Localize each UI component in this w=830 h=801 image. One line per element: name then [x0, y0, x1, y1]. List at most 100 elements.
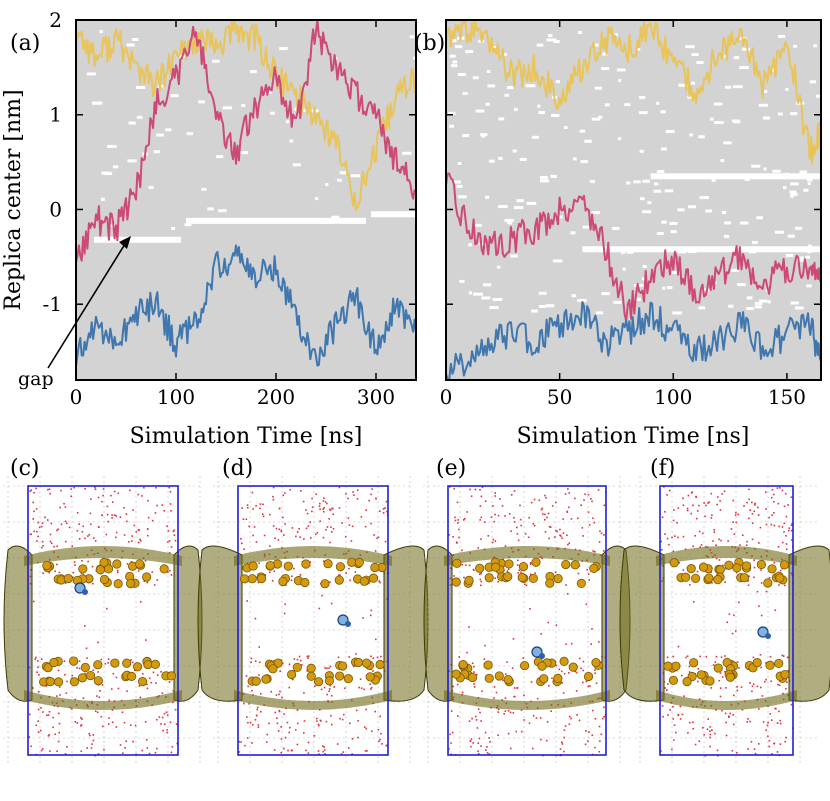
- water-dot: [94, 488, 97, 491]
- gap-dash: [754, 301, 763, 305]
- water-dot: [101, 514, 103, 517]
- water-dot: [257, 726, 260, 729]
- phosphate-bead: [483, 660, 493, 670]
- water-dot: [124, 746, 126, 749]
- gap-dash: [815, 94, 821, 98]
- gap-dash: [538, 291, 547, 295]
- gap-dash: [456, 184, 463, 188]
- phosphate-bead: [568, 662, 578, 672]
- water-dot: [466, 511, 468, 513]
- water-dot: [559, 748, 562, 750]
- water-dot: [448, 534, 450, 536]
- water-dot: [668, 489, 671, 492]
- water-dot: [325, 528, 327, 531]
- water-dot: [252, 508, 254, 510]
- gap-dash: [514, 108, 518, 112]
- water-dot: [757, 514, 760, 516]
- water-dot: [493, 697, 495, 699]
- water-dot: [696, 570, 699, 573]
- phosphate-bead: [713, 575, 723, 585]
- phosphate-bead: [504, 559, 514, 569]
- water-dot: [42, 572, 44, 574]
- water-dot: [534, 572, 536, 574]
- water-dot: [547, 512, 550, 515]
- water-dot: [494, 577, 497, 580]
- water-dot: [470, 745, 472, 748]
- water-dot: [477, 708, 480, 710]
- water-dot: [145, 738, 148, 741]
- water-dot: [522, 657, 525, 659]
- phosphate-bead: [686, 564, 696, 574]
- water-dot: [290, 749, 293, 752]
- snapshot-panel: (c): [3, 456, 203, 765]
- water-dot: [688, 665, 691, 668]
- water-dot: [513, 695, 515, 698]
- water-dot: [729, 712, 732, 715]
- water-dot: [735, 511, 737, 514]
- water-dot: [736, 685, 738, 688]
- water-dot: [303, 720, 306, 722]
- water-dot: [105, 533, 108, 536]
- water-dot: [57, 669, 60, 672]
- water-dot: [360, 516, 363, 518]
- water-dot: [311, 506, 314, 509]
- water-dot: [781, 526, 784, 528]
- water-dot: [309, 521, 312, 523]
- gap-dash: [639, 96, 646, 100]
- water-dot: [689, 584, 691, 586]
- gap-dash: [550, 174, 557, 178]
- water-dot: [52, 716, 54, 719]
- gap-dash: [513, 206, 524, 210]
- water-dot: [86, 657, 88, 659]
- gap-arrow-head: [119, 236, 131, 249]
- water-dot: [48, 571, 51, 574]
- water-dot: [138, 529, 141, 531]
- water-dot: [337, 656, 340, 659]
- membrane-surface: [788, 545, 830, 702]
- gap-dash: [784, 172, 789, 176]
- phosphate-bead: [43, 663, 53, 673]
- gap-dash: [639, 149, 644, 153]
- series-line: [75, 244, 417, 367]
- phosphate-bead: [323, 559, 333, 569]
- water-dot: [357, 736, 359, 739]
- water-dot: [70, 495, 73, 498]
- panel-b-series: [445, 19, 822, 381]
- water-dot: [252, 534, 254, 537]
- water-dot: [97, 671, 99, 673]
- membrane-surface: [656, 690, 797, 710]
- water-dot: [49, 533, 52, 536]
- water-dot: [353, 494, 355, 496]
- water-dot: [92, 582, 94, 585]
- water-dot: [344, 535, 347, 538]
- water-dot: [721, 493, 723, 495]
- gap-dash: [409, 35, 415, 39]
- gap-dash: [292, 163, 301, 167]
- water-dot: [163, 509, 165, 512]
- water-dot: [274, 711, 277, 714]
- water-dot: [603, 706, 605, 709]
- water-dot: [30, 533, 33, 536]
- water-dot: [35, 487, 37, 490]
- water-dot: [488, 753, 491, 755]
- water-dot: [785, 736, 787, 739]
- water-dot: [370, 493, 372, 496]
- water-dot: [463, 517, 466, 520]
- gap-dash: [669, 221, 678, 225]
- phosphate-bead: [122, 658, 132, 668]
- water-dot: [34, 658, 36, 661]
- water-dot: [323, 686, 326, 689]
- water-dot: [141, 749, 144, 752]
- water-dot: [306, 670, 308, 672]
- water-dot: [280, 726, 282, 728]
- water-dot: [472, 742, 474, 744]
- water-dot: [765, 590, 768, 593]
- water-dot: [494, 513, 496, 516]
- water-dot: [786, 681, 788, 684]
- water-dot: [563, 672, 566, 675]
- water-dot: [123, 534, 126, 536]
- water-dot: [564, 725, 567, 727]
- gap-dash: [552, 259, 563, 263]
- water-dot: [723, 490, 726, 493]
